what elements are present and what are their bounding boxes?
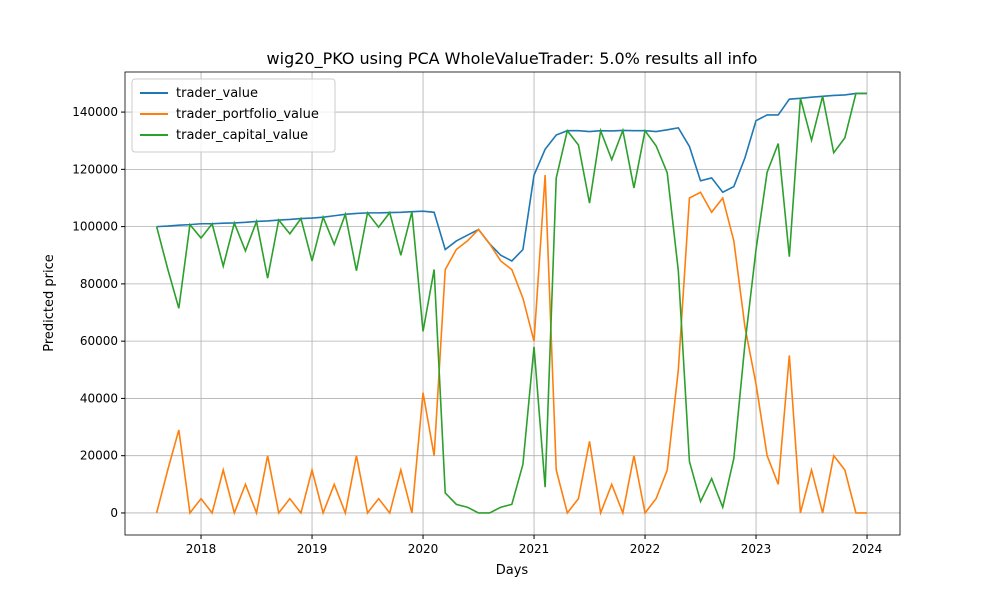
y-tick-label: 80000 [80, 277, 118, 291]
x-tick-label: 2023 [741, 542, 772, 556]
y-tick-label: 100000 [72, 220, 118, 234]
data-line [155, 175, 868, 517]
chart-title: wig20_PKO using PCA WholeValueTrader: 5.… [267, 49, 758, 69]
plot-frame [124, 71, 901, 536]
y-tick-label: 120000 [72, 162, 118, 176]
x-tick-label: 2020 [408, 542, 439, 556]
y-tick-label: 0 [110, 506, 118, 520]
x-tick-label: 2021 [519, 542, 550, 556]
legend-box [131, 78, 336, 153]
y-tick-label: 60000 [80, 334, 118, 348]
y-tick-label: 40000 [80, 391, 118, 405]
legend-label: trader_capital_value [176, 128, 308, 143]
x-axis-label: Days [496, 563, 529, 578]
y-axis-label: Predicted price [42, 254, 57, 352]
x-tick-label: 2024 [852, 542, 883, 556]
legend-label: trader_portfolio_value [176, 107, 319, 122]
legend-label: trader_value [176, 86, 258, 101]
x-tick-label: 2019 [297, 542, 328, 556]
y-tick-label: 140000 [72, 105, 118, 119]
data-line [156, 92, 868, 262]
x-tick-label: 2018 [186, 542, 217, 556]
data-line [155, 92, 868, 514]
y-tick-label: 20000 [80, 449, 118, 463]
x-tick-label: 2022 [630, 542, 661, 556]
